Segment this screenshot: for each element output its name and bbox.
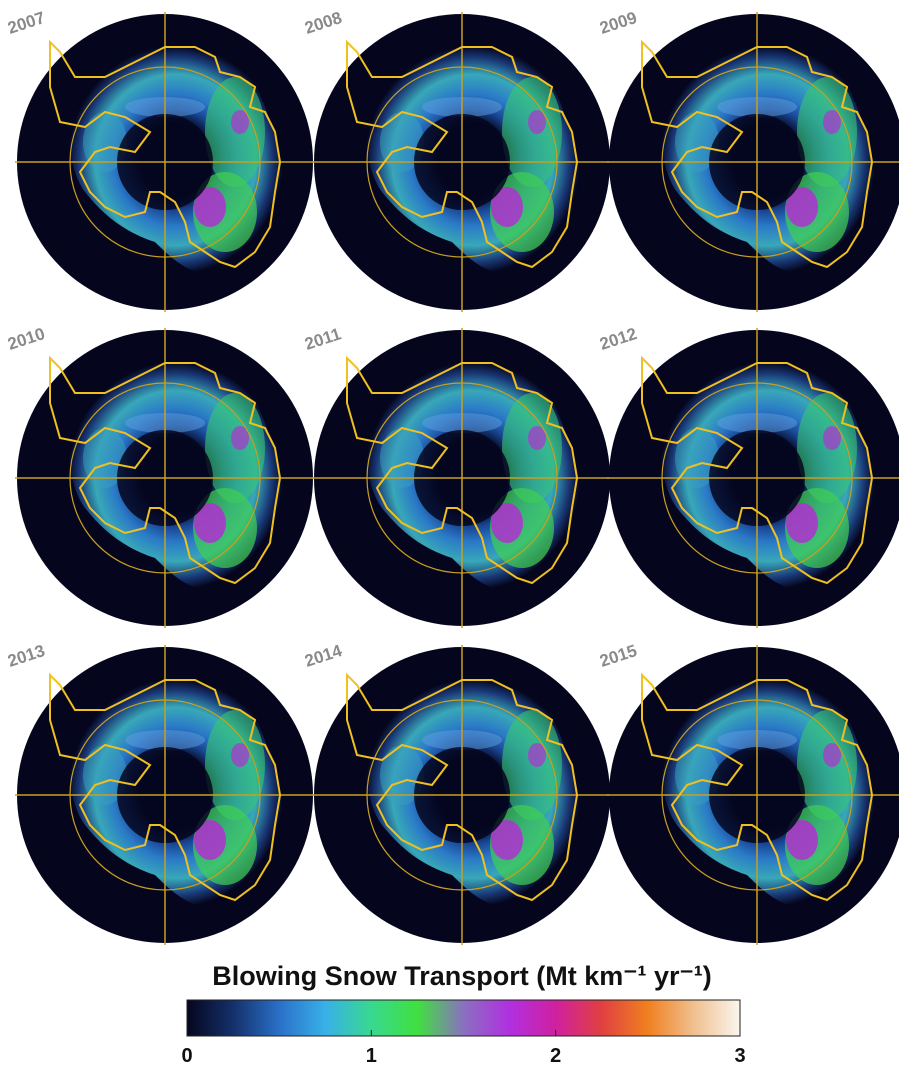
colorbar: 0 1 2 3 bbox=[181, 1000, 745, 1067]
colorbar-title: Blowing Snow Transport (Mt km⁻¹ yr⁻¹) bbox=[212, 961, 712, 991]
figure: 200720082009201020112012201320142015 Blo… bbox=[0, 0, 899, 1071]
panels: 2007 2008 2009 2010 2011 2012 2013 2014 2015 bbox=[5, 8, 899, 945]
map-panel bbox=[15, 12, 315, 312]
colorbar-tick-label: 0 bbox=[181, 1045, 192, 1067]
panel-label: 2013 bbox=[5, 641, 47, 671]
panel-label: 2009 bbox=[597, 8, 639, 38]
map-panel bbox=[312, 645, 612, 945]
map-panel bbox=[607, 645, 899, 945]
map-panel bbox=[607, 328, 899, 628]
colorbar-tick-label: 3 bbox=[734, 1045, 745, 1067]
map-panel bbox=[607, 12, 899, 312]
map-panel bbox=[312, 12, 612, 312]
colorbar-tick-label: 1 bbox=[366, 1045, 377, 1067]
map-panel bbox=[15, 645, 315, 945]
panel-label: 2010 bbox=[5, 324, 47, 354]
colorbar-tick-label: 2 bbox=[550, 1045, 561, 1067]
map-panel bbox=[312, 328, 612, 628]
panel-label: 2011 bbox=[302, 324, 343, 353]
panel-label: 2012 bbox=[597, 324, 639, 354]
colorbar-scale bbox=[187, 1000, 740, 1036]
panel-label: 2014 bbox=[302, 641, 344, 671]
map-panel bbox=[15, 328, 315, 628]
panel-label: 2015 bbox=[597, 641, 639, 671]
panel-label: 2007 bbox=[5, 8, 47, 38]
panel-label: 2008 bbox=[302, 8, 344, 38]
